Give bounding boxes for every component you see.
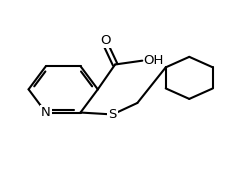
Text: OH: OH bbox=[144, 54, 164, 67]
Text: O: O bbox=[100, 34, 110, 47]
Text: S: S bbox=[108, 108, 117, 121]
Text: N: N bbox=[41, 106, 51, 119]
